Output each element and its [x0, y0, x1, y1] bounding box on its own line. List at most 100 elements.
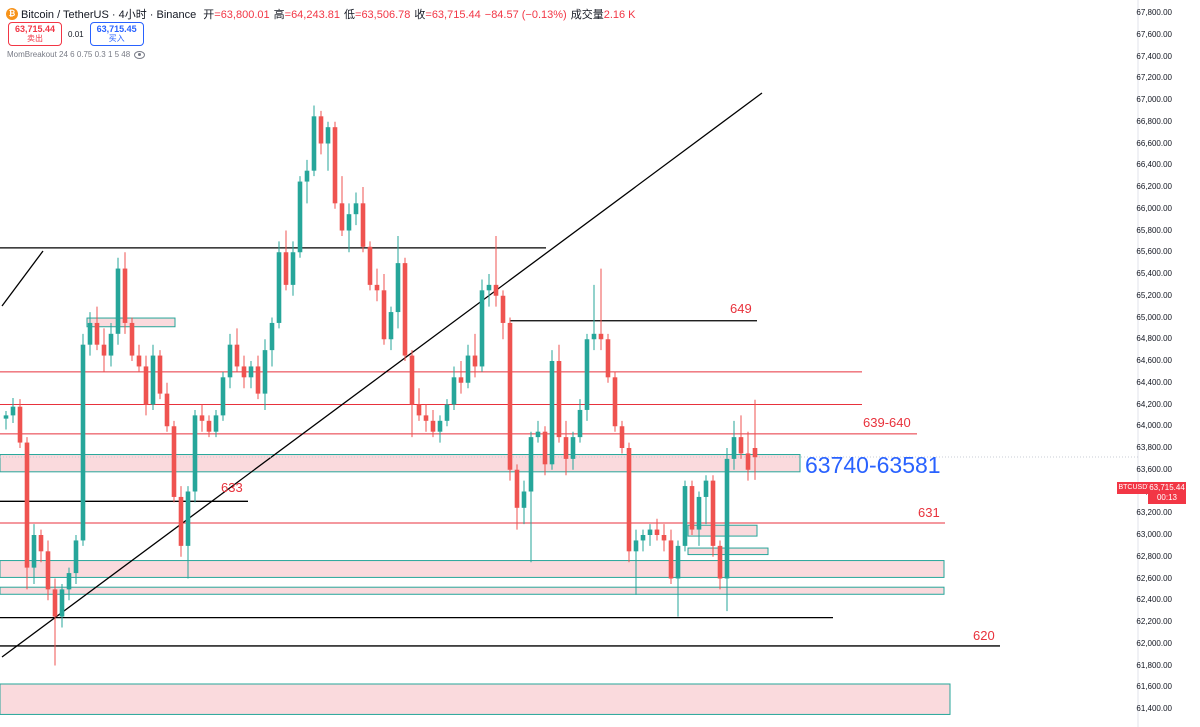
- candle: [108, 322, 114, 367]
- price-tick-label: 61,800.00: [1136, 660, 1172, 670]
- candle-body: [465, 355, 471, 383]
- price-tick-label: 65,200.00: [1136, 290, 1172, 300]
- candle: [367, 241, 373, 291]
- candle: [542, 426, 548, 476]
- candle: [87, 312, 93, 356]
- candle-body: [101, 344, 107, 356]
- candle-body: [136, 355, 142, 367]
- short-trendline[interactable]: [1, 250, 44, 307]
- ascending-trendline[interactable]: [1, 92, 763, 658]
- candle: [248, 361, 254, 389]
- candle-body: [318, 116, 324, 144]
- price-tick-label: 62,000.00: [1136, 638, 1172, 648]
- candle: [255, 355, 261, 400]
- candle: [577, 399, 583, 443]
- candle-body: [423, 415, 429, 421]
- candle: [178, 486, 184, 557]
- candle-body: [164, 393, 170, 427]
- ohlc-value: 2.16 K: [603, 9, 636, 21]
- price-tick-label: 63,600.00: [1136, 464, 1172, 474]
- candle-body: [528, 437, 534, 492]
- price-tick-label: 61,400.00: [1136, 704, 1172, 713]
- candle: [640, 529, 646, 552]
- candle: [346, 203, 352, 253]
- candle: [479, 279, 485, 372]
- indicator-label: MomBreakout 24 6 0.75 0.3 1 5 48: [7, 50, 131, 59]
- candle-body: [584, 339, 590, 410]
- ohlc-values: 开=63,800.01 高=64,243.81 低=63,506.78 收=63,71…: [199, 6, 635, 22]
- candle: [465, 344, 471, 389]
- candle-body: [10, 406, 16, 416]
- candle-body: [213, 415, 219, 432]
- candle: [535, 420, 541, 443]
- candle: [591, 284, 597, 351]
- candle-body: [332, 127, 338, 204]
- candle-body: [94, 322, 100, 345]
- candle-body: [682, 486, 688, 546]
- support-resistance-zone: [0, 560, 945, 578]
- buy-button[interactable]: 63,715.45 买入: [89, 22, 144, 46]
- candle: [73, 535, 79, 584]
- candle-body: [717, 545, 723, 579]
- candle-body: [500, 295, 506, 323]
- ohlc-key: 高: [273, 9, 285, 21]
- candle: [101, 328, 107, 372]
- candle: [31, 524, 37, 584]
- candle-body: [675, 545, 681, 579]
- sell-button[interactable]: 63,715.44 卖出: [8, 22, 63, 46]
- candle: [500, 290, 506, 340]
- price-tick-label: 66,600.00: [1136, 138, 1172, 148]
- candle: [311, 105, 317, 177]
- indicator-legend[interactable]: MomBreakout 24 6 0.75 0.3 1 5 48: [7, 50, 146, 59]
- candle: [626, 442, 632, 563]
- candle-body: [241, 366, 247, 378]
- candle-body: [255, 366, 261, 394]
- price-tick-label: 67,200.00: [1136, 73, 1172, 83]
- candle: [199, 404, 205, 432]
- candle: [521, 480, 527, 525]
- price-tick-label: 65,000.00: [1136, 312, 1172, 322]
- candle: [430, 409, 436, 438]
- candle-body: [227, 344, 233, 378]
- candle: [171, 420, 177, 503]
- candle: [94, 306, 100, 351]
- candle: [122, 252, 128, 334]
- candle-body: [122, 268, 128, 323]
- candle-body: [157, 355, 163, 394]
- candle: [584, 333, 590, 421]
- candle: [59, 583, 65, 628]
- eye-icon[interactable]: [134, 50, 146, 59]
- candle: [38, 529, 44, 563]
- candle: [605, 333, 611, 383]
- candle: [339, 176, 345, 236]
- candle: [80, 333, 86, 546]
- ohlc-value: =63,800.01: [214, 9, 270, 21]
- candle-body: [290, 252, 296, 285]
- candle-body: [710, 480, 716, 546]
- candle: [598, 268, 604, 351]
- candle-body: [66, 573, 72, 590]
- candle: [220, 371, 226, 421]
- candle: [283, 230, 289, 291]
- candle: [661, 524, 667, 552]
- trade-panel: 63,715.44 卖出 0.01 63,715.45 买入: [8, 22, 144, 46]
- candle: [45, 540, 51, 601]
- candle-body: [80, 344, 86, 541]
- candle: [206, 415, 212, 438]
- candle: [444, 399, 450, 427]
- candle: [213, 409, 219, 438]
- candle: [318, 110, 324, 155]
- price-tick-label: 67,400.00: [1136, 51, 1172, 61]
- candle-body: [577, 409, 583, 438]
- candle-body: [626, 448, 632, 552]
- candle-body: [416, 404, 422, 416]
- candle-body: [178, 496, 184, 546]
- candle-body: [605, 339, 611, 378]
- candle: [633, 529, 639, 595]
- candle-body: [738, 437, 744, 454]
- chart-title[interactable]: Bitcoin / TetherUS · 4小时 · Binance: [21, 9, 197, 21]
- candle-body: [556, 361, 562, 438]
- candle-body: [591, 333, 597, 340]
- last-price-tag: 63,715.44 00:13: [1148, 482, 1186, 504]
